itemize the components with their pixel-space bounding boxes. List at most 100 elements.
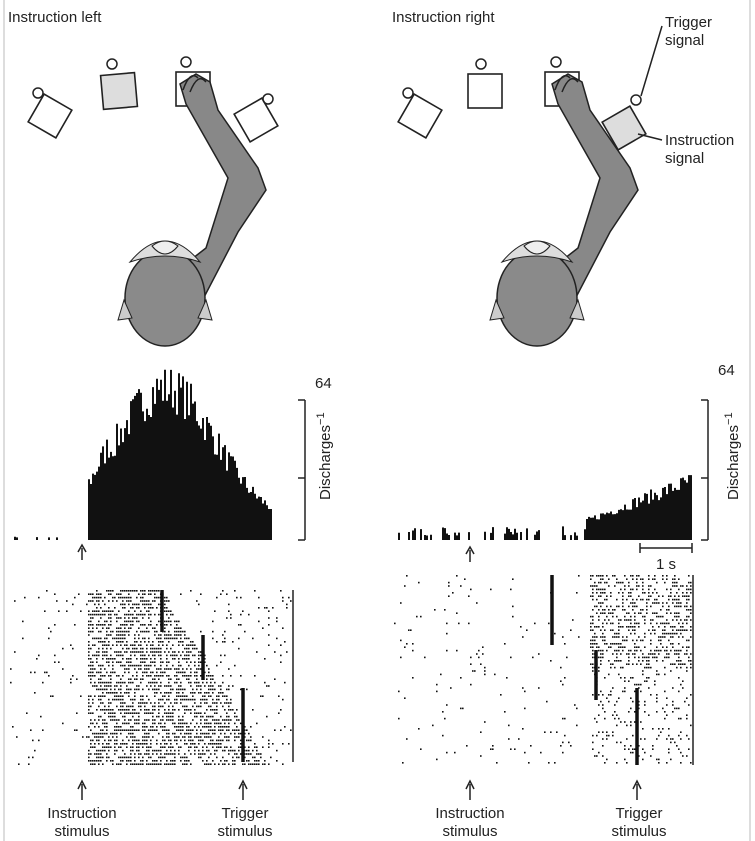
spike	[476, 653, 478, 655]
spike	[636, 684, 638, 686]
spike	[456, 575, 458, 577]
spike	[268, 644, 270, 646]
spike	[10, 682, 12, 684]
spike	[598, 589, 600, 591]
spike	[212, 699, 214, 701]
spike	[44, 672, 46, 674]
spike	[134, 760, 136, 762]
spike	[92, 763, 94, 765]
spike	[264, 658, 266, 660]
spike	[34, 672, 36, 674]
spike	[164, 709, 166, 711]
spike	[92, 733, 94, 735]
spike	[604, 609, 606, 611]
spike	[104, 651, 106, 653]
spike	[168, 719, 170, 721]
spike	[218, 723, 220, 725]
spike	[110, 709, 112, 711]
spike	[394, 623, 396, 625]
spike	[212, 685, 214, 687]
spike	[664, 636, 666, 638]
spike	[116, 729, 118, 731]
spike	[188, 740, 190, 742]
spike	[654, 578, 656, 580]
spike	[106, 644, 108, 646]
spike	[202, 740, 204, 742]
spike	[140, 695, 142, 697]
spike	[148, 750, 150, 752]
spike	[110, 760, 112, 762]
spike	[166, 733, 168, 735]
spike	[154, 689, 156, 691]
spike	[158, 706, 160, 708]
spike	[218, 726, 220, 728]
spike	[104, 746, 106, 748]
spike	[642, 578, 644, 580]
spike	[254, 590, 256, 592]
spike	[652, 748, 654, 750]
spike	[136, 648, 138, 650]
spike	[140, 760, 142, 762]
spike	[626, 578, 628, 580]
spike	[208, 736, 210, 738]
spike	[682, 680, 684, 682]
spike	[198, 668, 200, 670]
spike	[268, 685, 270, 687]
spike	[96, 757, 98, 759]
spike	[86, 604, 88, 606]
spike	[168, 740, 170, 742]
spike	[108, 675, 110, 677]
spike	[98, 678, 100, 680]
spike	[122, 706, 124, 708]
spike	[220, 760, 222, 762]
spike	[184, 634, 186, 636]
spike	[662, 708, 664, 710]
spike	[678, 589, 680, 591]
spike	[106, 757, 108, 759]
spike	[656, 602, 658, 604]
spike	[200, 740, 202, 742]
spike	[618, 592, 620, 594]
spike	[602, 612, 604, 614]
spike	[190, 723, 192, 725]
spike	[94, 746, 96, 748]
spike	[152, 716, 154, 718]
spike	[194, 699, 196, 701]
spike	[156, 753, 158, 755]
spike	[208, 692, 210, 694]
spike	[646, 663, 648, 665]
spike	[666, 704, 668, 706]
spike	[122, 631, 124, 633]
spike	[96, 685, 98, 687]
spike	[284, 682, 286, 684]
spike	[228, 723, 230, 725]
spike	[158, 597, 160, 599]
spike	[686, 670, 688, 672]
spike	[448, 582, 450, 584]
spike	[120, 641, 122, 643]
spike	[178, 726, 180, 728]
spike	[154, 655, 156, 657]
spike	[132, 726, 134, 728]
spike	[110, 685, 112, 687]
spike	[632, 609, 634, 611]
spike	[96, 661, 98, 663]
spike	[88, 753, 90, 755]
spike	[82, 736, 84, 738]
spike	[96, 689, 98, 691]
spike	[88, 658, 90, 660]
spike	[274, 678, 276, 680]
spike	[118, 757, 120, 759]
spike	[656, 738, 658, 740]
spike	[154, 695, 156, 697]
spike	[598, 667, 600, 669]
spike	[200, 706, 202, 708]
spike	[148, 604, 150, 606]
spike	[690, 592, 692, 594]
spike	[604, 677, 606, 679]
spike	[102, 610, 104, 612]
spike	[228, 729, 230, 731]
spike	[158, 763, 160, 765]
spike	[266, 607, 268, 609]
spike	[96, 750, 98, 752]
